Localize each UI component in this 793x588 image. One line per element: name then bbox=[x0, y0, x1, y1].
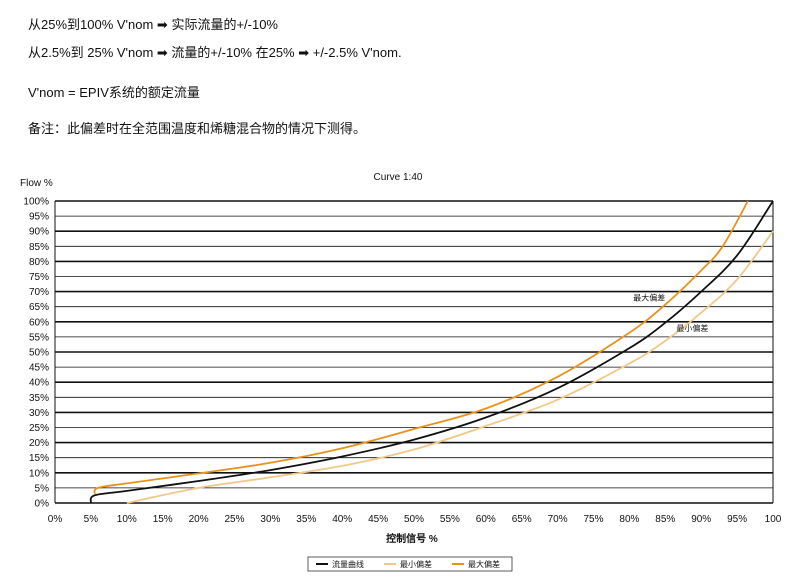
y-tick-label: 75% bbox=[29, 272, 49, 283]
x-tick-label: 60% bbox=[476, 514, 496, 525]
chart-title: Curve 1:40 bbox=[374, 172, 423, 183]
legend-label: 流量曲线 bbox=[332, 559, 364, 569]
note-range-small: 从2.5%到 25% V'nom ➡ 流量的+/-10% 在25% ➡ +/-2… bbox=[28, 45, 402, 60]
y-tick-label: 100% bbox=[23, 197, 49, 208]
x-tick-label: 70% bbox=[548, 514, 568, 525]
x-tick-label: 100 bbox=[765, 514, 782, 525]
y-axis-title: Flow % bbox=[20, 178, 53, 189]
y-tick-label: 80% bbox=[29, 257, 49, 268]
x-tick-label: 50% bbox=[404, 514, 424, 525]
series-line bbox=[93, 200, 749, 495]
y-tick-label: 35% bbox=[29, 393, 49, 404]
x-tick-label: 95% bbox=[727, 514, 747, 525]
note-remark: 备注：此偏差时在全范围温度和烯糖混合物的情况下测得。 bbox=[28, 121, 367, 136]
y-tick-label: 85% bbox=[29, 242, 49, 253]
legend-label: 最小偏差 bbox=[400, 559, 432, 569]
x-tick-label: 5% bbox=[84, 514, 99, 525]
note-vnom-definition: V'nom = EPIV系统的额定流量 bbox=[28, 85, 200, 100]
y-tick-label: 10% bbox=[29, 468, 49, 479]
y-tick-label: 5% bbox=[35, 483, 50, 494]
y-tick-label: 50% bbox=[29, 348, 49, 359]
x-tick-label: 85% bbox=[655, 514, 675, 525]
x-tick-label: 65% bbox=[512, 514, 532, 525]
annotation-label: 最大偏差 bbox=[633, 293, 665, 303]
x-tick-label: 30% bbox=[260, 514, 280, 525]
x-tick-label: 0% bbox=[48, 514, 63, 525]
y-tick-label: 90% bbox=[29, 227, 49, 238]
y-tick-label: 20% bbox=[29, 438, 49, 449]
x-tick-label: 15% bbox=[153, 514, 173, 525]
y-tick-label: 0% bbox=[35, 499, 50, 510]
series-line bbox=[126, 230, 774, 504]
y-tick-label: 95% bbox=[29, 212, 49, 223]
x-tick-label: 35% bbox=[296, 514, 316, 525]
x-axis-title: 控制信号 % bbox=[386, 532, 438, 545]
legend-box bbox=[307, 556, 513, 572]
y-tick-label: 40% bbox=[29, 378, 49, 389]
series-line bbox=[89, 200, 774, 504]
y-tick-label: 45% bbox=[29, 363, 49, 374]
x-tick-label: 55% bbox=[440, 514, 460, 525]
legend-label: 最大偏差 bbox=[468, 559, 500, 569]
annotation-label: 最小偏差 bbox=[676, 323, 708, 333]
x-tick-label: 75% bbox=[583, 514, 603, 525]
x-tick-label: 20% bbox=[189, 514, 209, 525]
y-tick-label: 60% bbox=[29, 317, 49, 328]
x-tick-label: 45% bbox=[368, 514, 388, 525]
y-tick-label: 65% bbox=[29, 302, 49, 313]
y-tick-label: 25% bbox=[29, 423, 49, 434]
y-tick-label: 15% bbox=[29, 453, 49, 464]
x-tick-label: 40% bbox=[332, 514, 352, 525]
x-tick-label: 80% bbox=[619, 514, 639, 525]
y-tick-label: 55% bbox=[29, 332, 49, 343]
y-tick-label: 70% bbox=[29, 287, 49, 298]
x-tick-label: 10% bbox=[117, 514, 137, 525]
x-tick-label: 25% bbox=[224, 514, 244, 525]
y-tick-label: 30% bbox=[29, 408, 49, 419]
x-tick-label: 90% bbox=[691, 514, 711, 525]
note-range-large: 从25%到100% V'nom ➡ 实际流量的+/-10% bbox=[28, 17, 278, 32]
